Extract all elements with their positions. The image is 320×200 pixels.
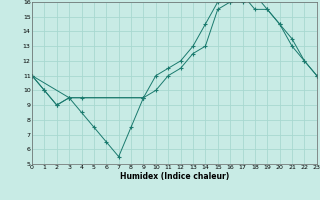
X-axis label: Humidex (Indice chaleur): Humidex (Indice chaleur) — [120, 172, 229, 181]
